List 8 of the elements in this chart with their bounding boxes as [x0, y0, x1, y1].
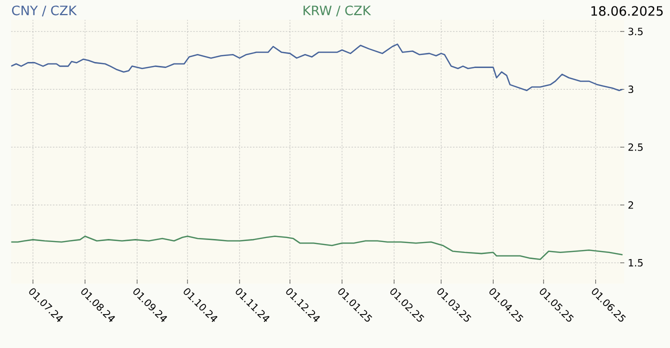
- text: 18.06.2025: [591, 6, 663, 16]
- text: KRW / CZK: [304, 5, 372, 16]
- y-tick-label: 2: [628, 201, 634, 208]
- y-tick-label: 1.5: [628, 258, 643, 266]
- y-tick-label: 3: [628, 85, 634, 93]
- y-tick-label: 2.5: [628, 143, 643, 151]
- text: CNY / CZK: [12, 5, 77, 16]
- y-tick-label: 3.5: [628, 28, 643, 36]
